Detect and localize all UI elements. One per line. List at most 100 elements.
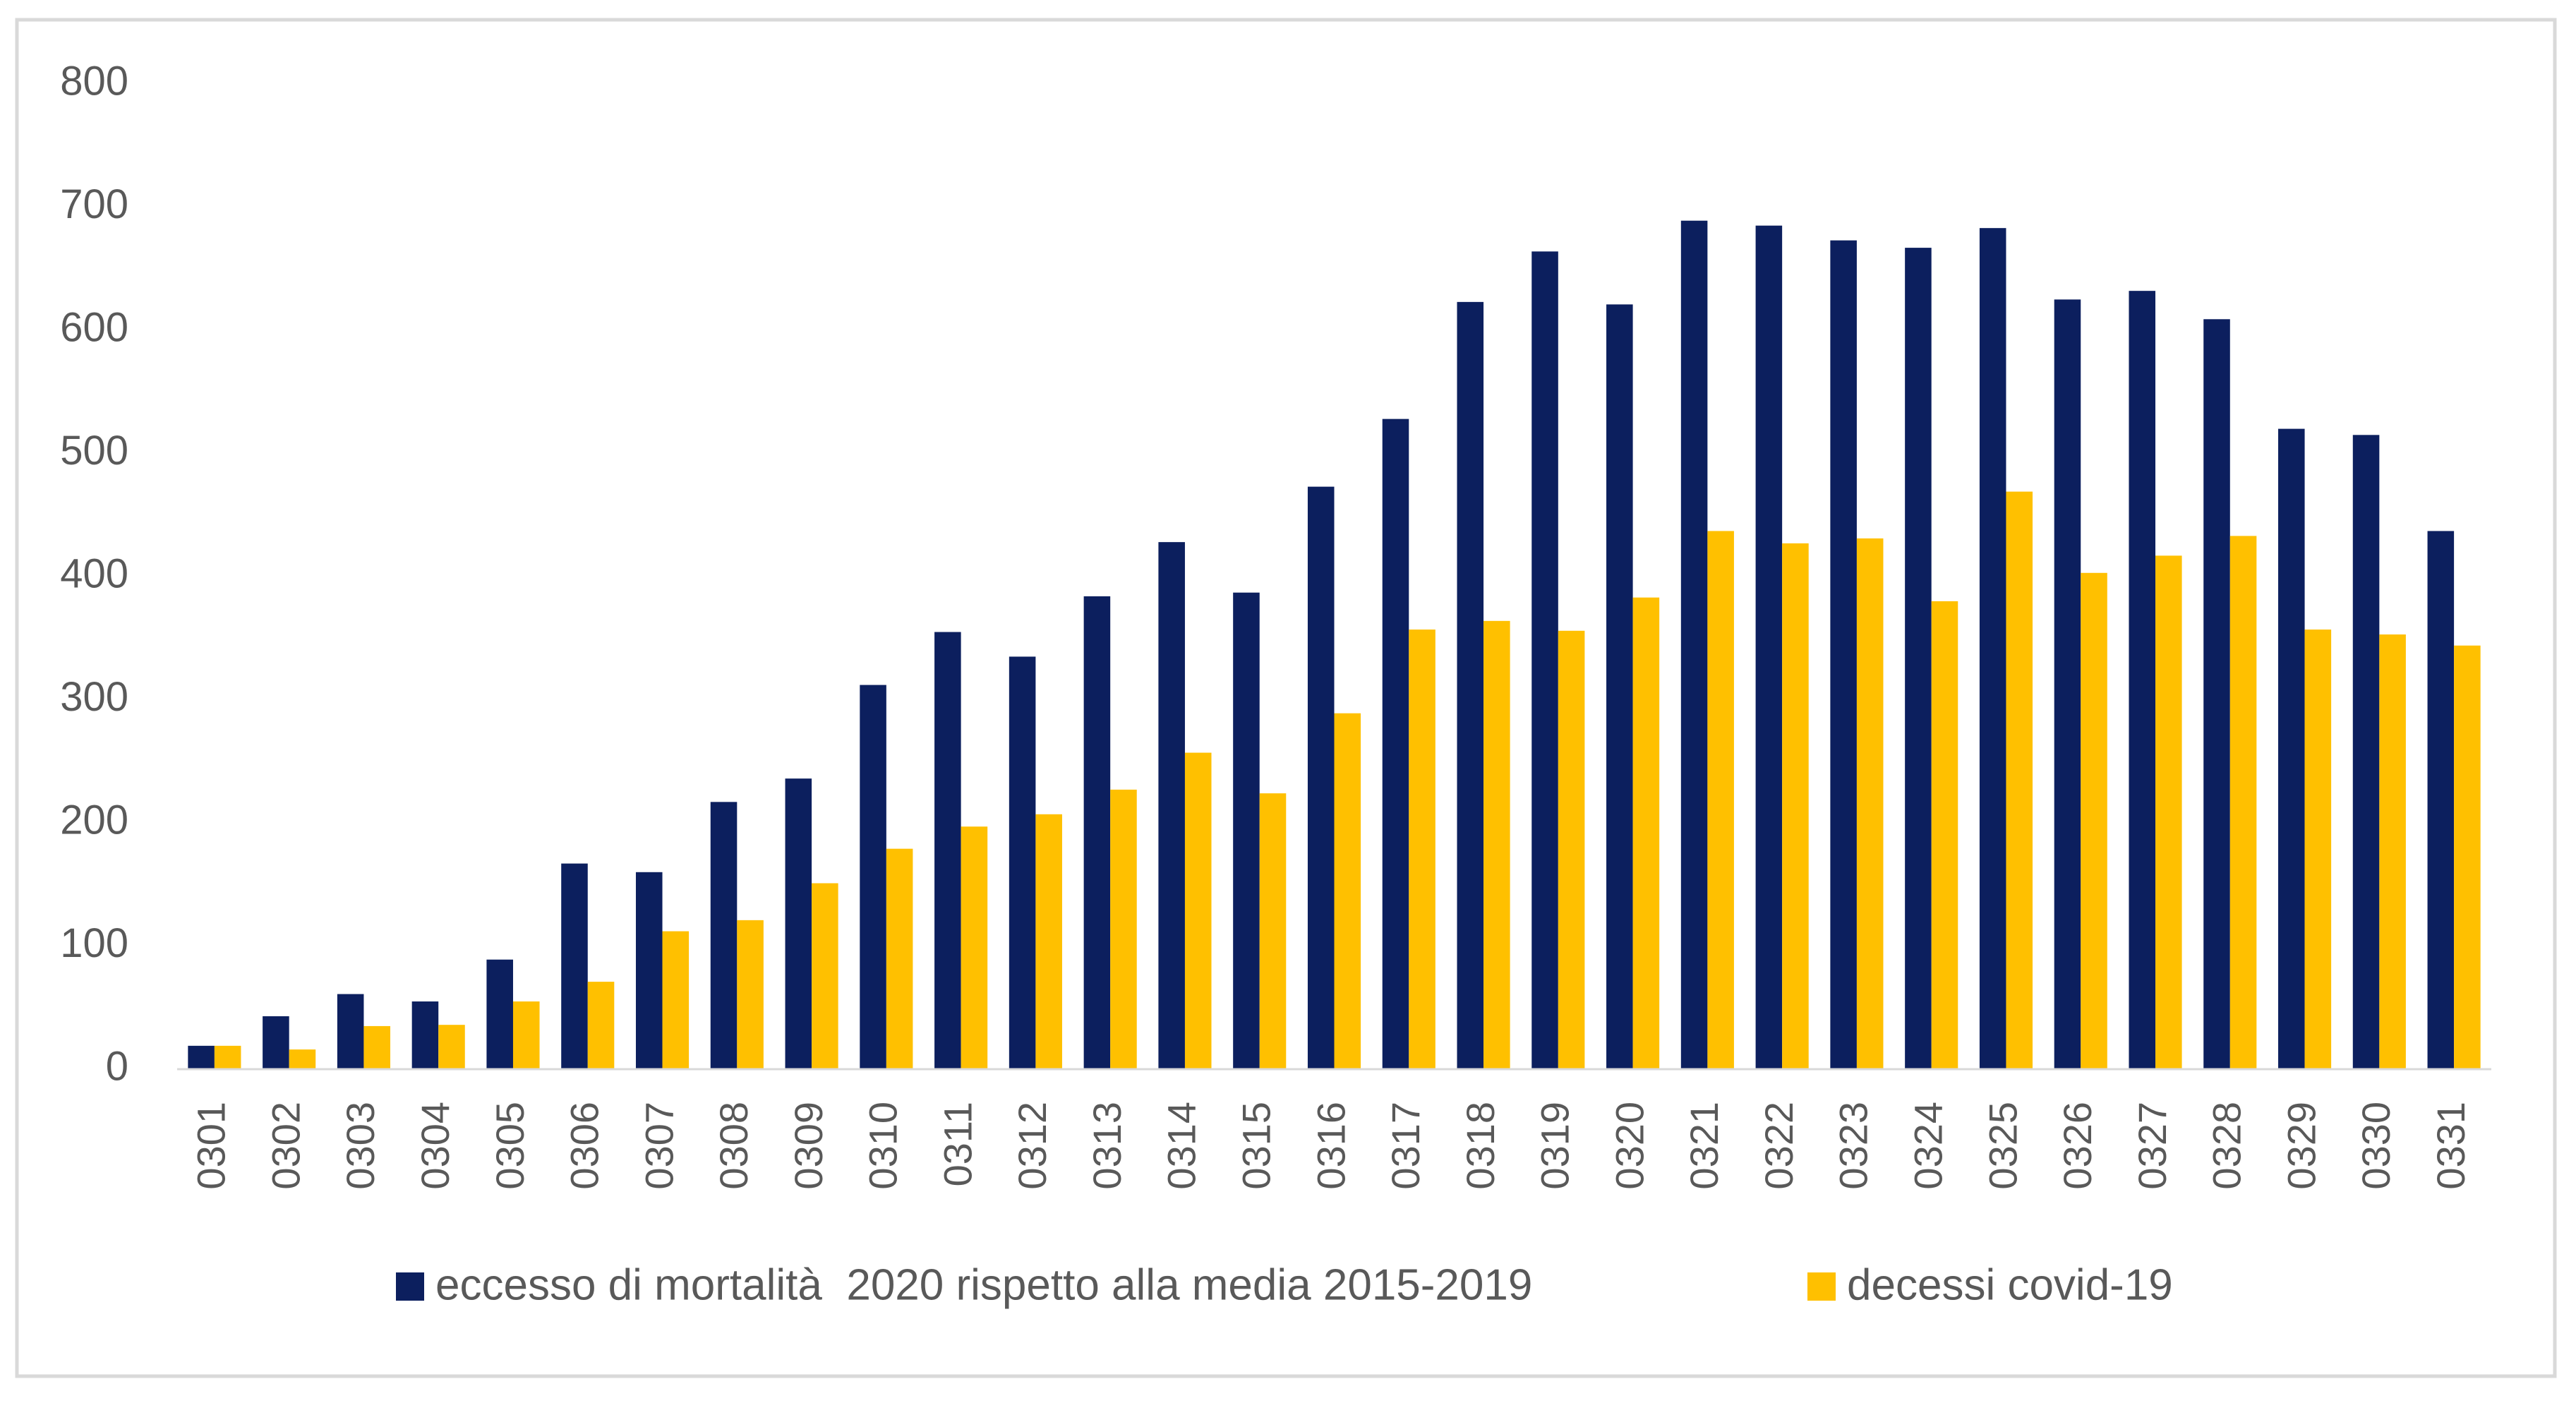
bar [1083, 596, 1111, 1069]
legend-swatch [396, 1272, 424, 1301]
y-tick-label: 500 [60, 428, 128, 474]
bar [2278, 428, 2305, 1069]
bar [1931, 601, 1958, 1069]
bar [337, 994, 364, 1069]
bar [1110, 789, 1137, 1069]
bar [363, 1025, 390, 1069]
bar [1531, 251, 1558, 1069]
bar [2006, 491, 2033, 1069]
y-tick-label: 300 [60, 674, 128, 720]
bar [2379, 634, 2406, 1069]
bar [1483, 620, 1510, 1069]
y-tick-label: 400 [60, 550, 128, 596]
x-tick-label: 0313 [1085, 1102, 1129, 1190]
x-tick-label: 0324 [1906, 1102, 1950, 1190]
bar [1233, 592, 1260, 1069]
y-tick-label: 0 [106, 1043, 128, 1089]
bar [1606, 304, 1633, 1070]
legend-label: eccesso di mortalità 2020 rispetto alla … [435, 1260, 1532, 1309]
y-tick-label: 700 [60, 181, 128, 227]
legend-swatch [1807, 1272, 1836, 1301]
bar [2203, 319, 2230, 1069]
bar [2155, 555, 2182, 1069]
x-tick-label: 0316 [1308, 1102, 1353, 1190]
bar [1830, 240, 1857, 1069]
bar [438, 1025, 465, 1069]
x-tick-label: 0330 [2354, 1102, 2398, 1190]
bar [737, 920, 764, 1069]
bar [1009, 656, 1036, 1069]
bar [662, 931, 690, 1069]
x-tick-label: 0314 [1160, 1102, 1204, 1190]
bar [1457, 301, 1484, 1069]
y-tick-label: 800 [60, 58, 128, 104]
bar [812, 883, 838, 1069]
bar [2427, 531, 2455, 1069]
bar [512, 1001, 540, 1069]
bar [1856, 538, 1884, 1069]
bar [2054, 299, 2081, 1069]
x-tick-label: 0327 [2130, 1102, 2174, 1190]
bar [1334, 713, 1361, 1069]
bar [1035, 814, 1062, 1069]
x-tick-label: 0323 [1831, 1102, 1876, 1190]
bar [860, 685, 886, 1069]
bar [1259, 793, 1287, 1069]
bar [785, 778, 812, 1069]
bar [961, 826, 988, 1069]
bar [1979, 228, 2006, 1069]
x-tick-label: 0326 [2055, 1102, 2100, 1190]
x-tick-label: 0308 [711, 1102, 756, 1190]
x-tick-label: 0309 [786, 1102, 831, 1190]
bar [486, 959, 513, 1069]
x-tick-label: 0328 [2205, 1102, 2249, 1190]
bar [263, 1016, 289, 1069]
x-tick-label: 0302 [263, 1102, 308, 1190]
bar [1382, 419, 1409, 1069]
x-tick-label: 0331 [2428, 1102, 2473, 1190]
bar [188, 1045, 215, 1069]
x-tick-label: 0303 [338, 1102, 383, 1190]
legend-label: decessi covid-19 [1847, 1260, 2173, 1309]
bar [2454, 645, 2481, 1069]
x-tick-label: 0304 [413, 1102, 457, 1190]
x-tick-label: 0322 [1757, 1102, 1801, 1190]
bar [2352, 435, 2380, 1069]
x-tick-label: 0317 [1383, 1102, 1428, 1190]
bar [710, 802, 738, 1069]
x-tick-label: 0311 [935, 1102, 980, 1186]
bar [2129, 291, 2156, 1069]
bar [1558, 630, 1585, 1069]
x-tick-label: 0315 [1234, 1102, 1279, 1190]
y-tick-label: 100 [60, 920, 128, 966]
x-tick-label: 0320 [1607, 1102, 1651, 1190]
bar [934, 632, 961, 1069]
bar [886, 848, 913, 1069]
bar [1905, 248, 1932, 1070]
bar [1755, 225, 1783, 1069]
bar [214, 1045, 241, 1069]
bar [587, 982, 615, 1069]
bar [1782, 543, 1809, 1069]
bar [411, 1001, 439, 1069]
x-tick-label: 0325 [1980, 1102, 2025, 1190]
x-tick-label: 0306 [562, 1102, 607, 1190]
x-tick-label: 0312 [1010, 1102, 1054, 1190]
y-tick-label: 600 [60, 304, 128, 350]
bar [2304, 630, 2332, 1069]
bar [1158, 542, 1185, 1069]
x-tick-label: 0310 [861, 1102, 905, 1190]
bar [289, 1049, 316, 1069]
bar [1184, 752, 1212, 1069]
bar [1707, 531, 1734, 1069]
x-tick-label: 0305 [488, 1102, 532, 1190]
bar [2229, 536, 2257, 1069]
x-tick-label: 0318 [1458, 1102, 1503, 1190]
bar [2081, 572, 2107, 1069]
bar [561, 863, 588, 1069]
bar [1307, 486, 1335, 1069]
x-tick-label: 0329 [2279, 1102, 2323, 1190]
bar [1409, 630, 1436, 1069]
